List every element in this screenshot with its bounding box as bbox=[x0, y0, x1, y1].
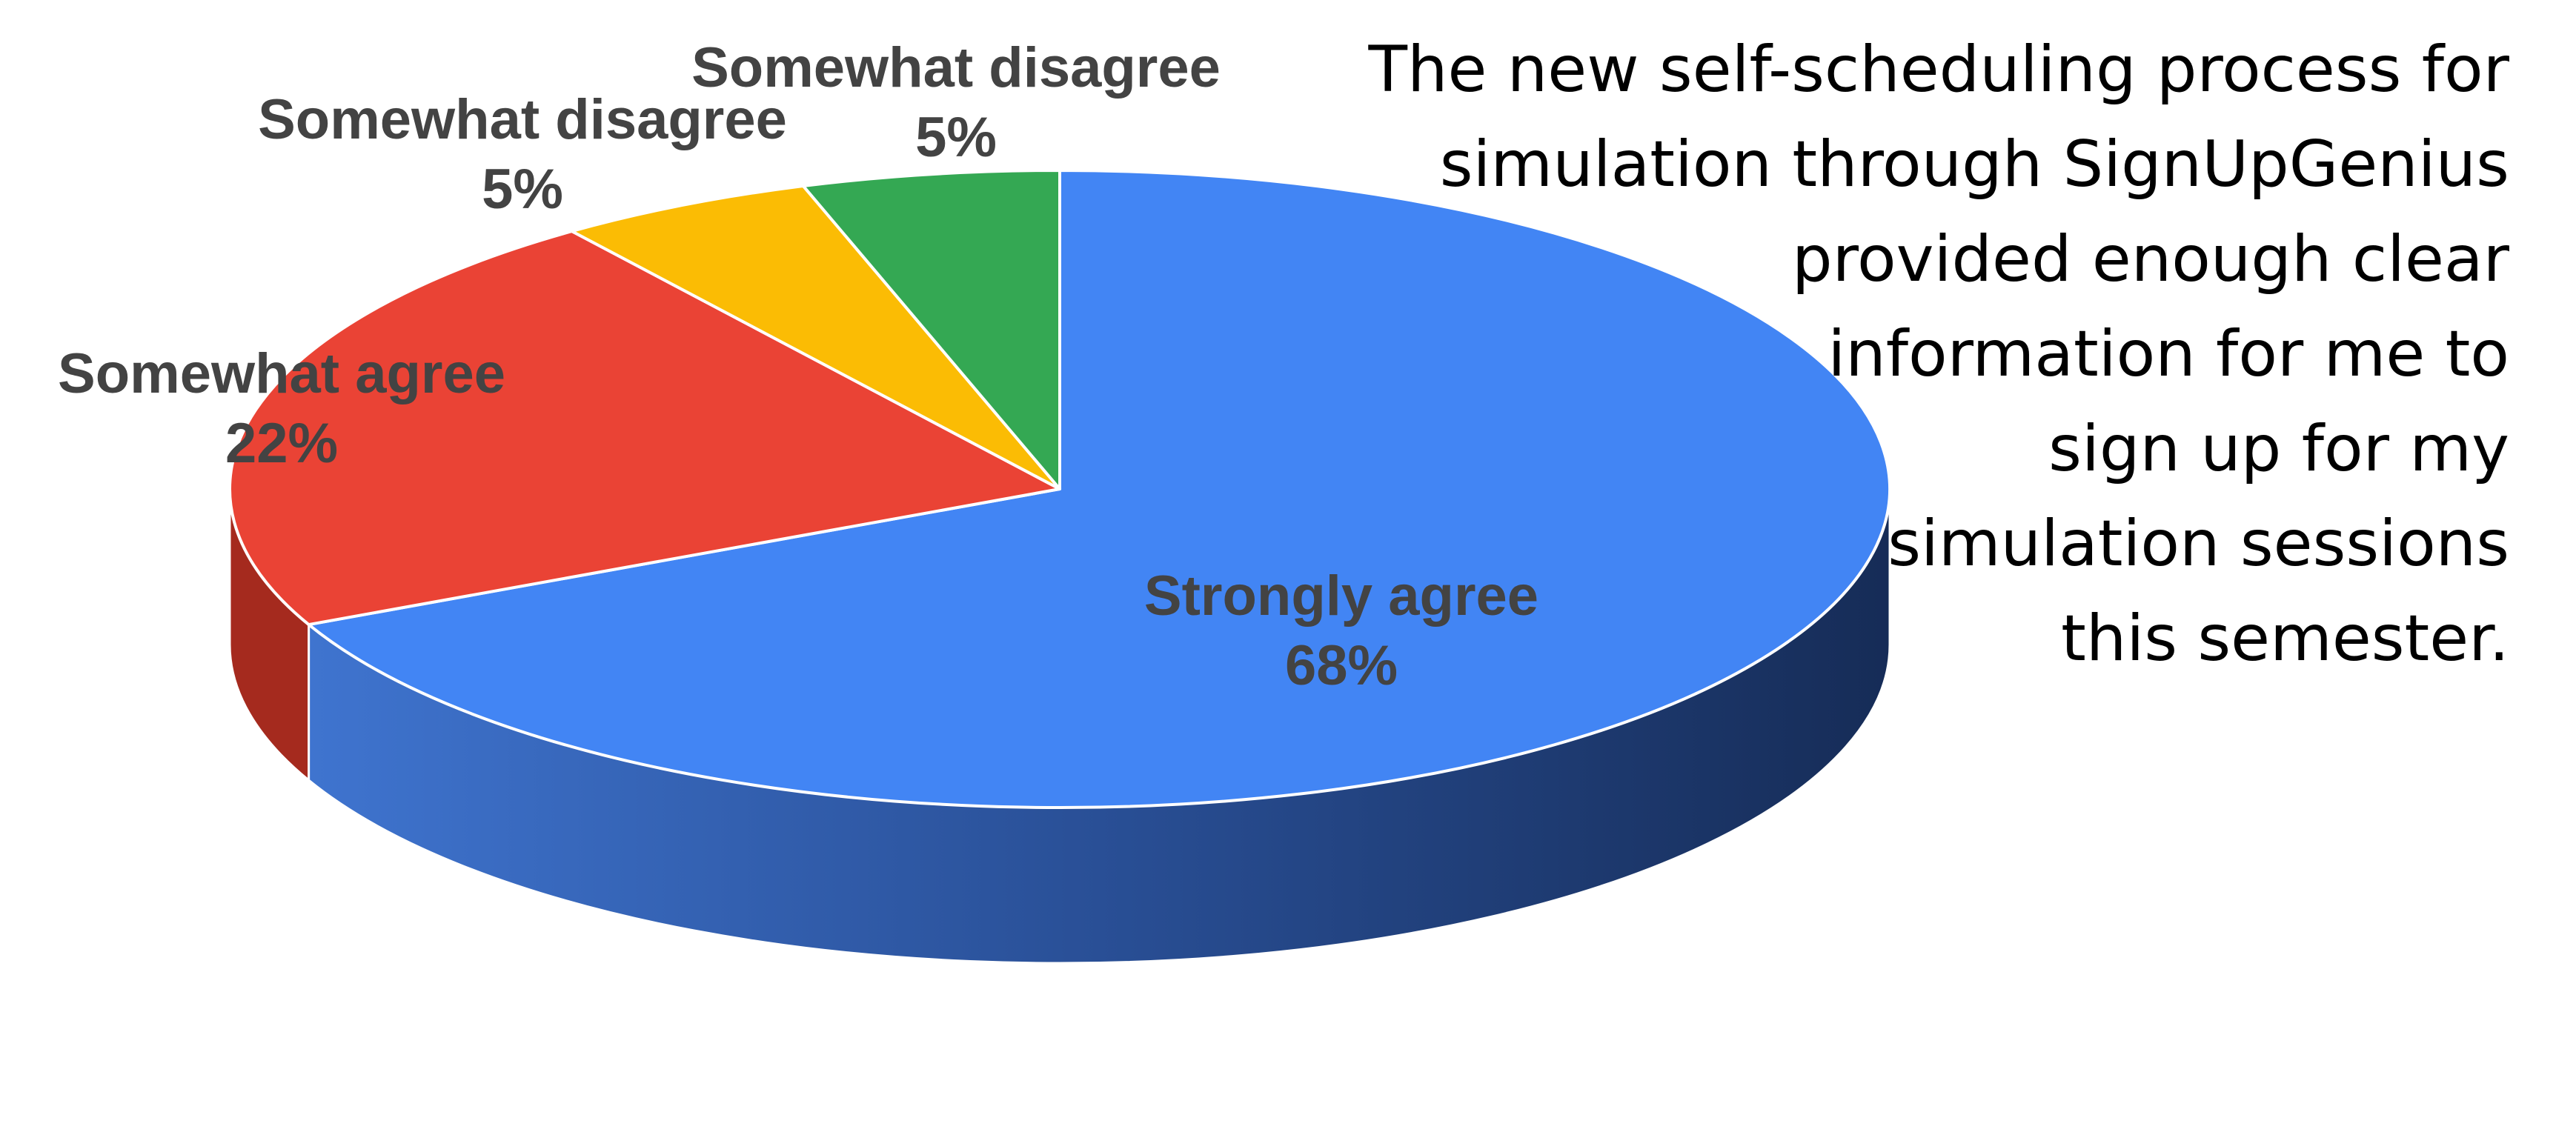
slice-label-0: Strongly agree 68% bbox=[1144, 565, 1538, 697]
chart-annotation: The new self-scheduling process for simu… bbox=[1249, 22, 2509, 686]
annotation-line: simulation through SignUpGenius bbox=[1439, 127, 2509, 202]
slice-label-2: Somewhat disagree 5% bbox=[258, 88, 787, 221]
annotation-line: simulation sessions bbox=[1888, 507, 2509, 581]
annotation-line: this semester. bbox=[2061, 602, 2509, 676]
pie-slice-3 bbox=[801, 169, 1061, 490]
annotation-line: provided enough clear bbox=[1791, 222, 2509, 296]
annotation-line: The new self-scheduling process for bbox=[1368, 33, 2509, 107]
slice-label-1: Somewhat agree 22% bbox=[58, 342, 505, 475]
annotation-line: information for me to bbox=[1828, 317, 2509, 391]
pie-slice-1 bbox=[228, 230, 1061, 627]
pie-labels: Strongly agree 68% Somewhat agree 22% Somewh… bbox=[58, 36, 1538, 697]
pie-slice-2 bbox=[570, 184, 1061, 490]
annotation-line: sign up for my bbox=[2048, 412, 2509, 486]
pie-slice-0 bbox=[307, 169, 1891, 809]
pie-top-faces bbox=[228, 169, 1891, 809]
slice-label-3: Somewhat disagree 5% bbox=[691, 36, 1221, 169]
